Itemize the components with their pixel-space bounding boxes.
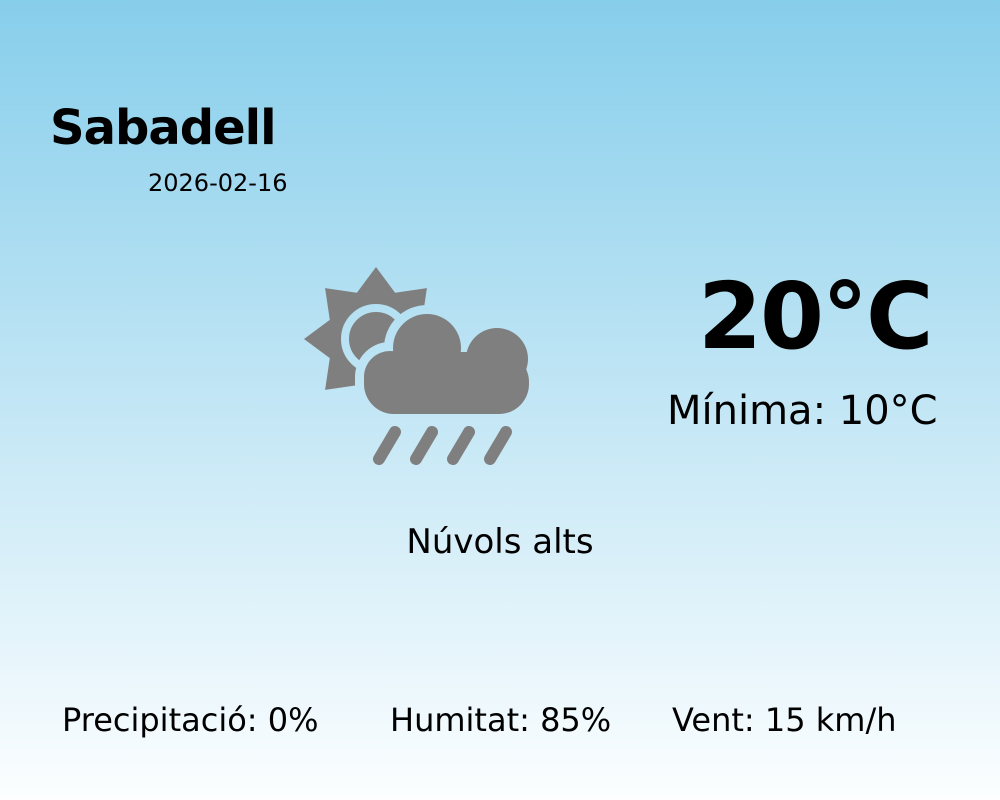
temperature-value: 20°C [698,263,934,370]
stat-precipitation: Precipitació: 0% [62,701,319,739]
sun-behind-rain-cloud-icon [304,267,529,465]
stat-wind: Vent: 15 km/h [672,701,897,739]
condition-label: Núvols alts [406,522,594,562]
cloud-shape [364,314,529,414]
date-label: 2026-02-16 [148,169,288,197]
minimum-temperature-label: Mínima: 10°C [667,388,938,434]
stat-humidity: Humitat: 85% [390,701,612,739]
city-name: Sabadell [50,100,277,156]
rain-streaks [373,426,512,465]
